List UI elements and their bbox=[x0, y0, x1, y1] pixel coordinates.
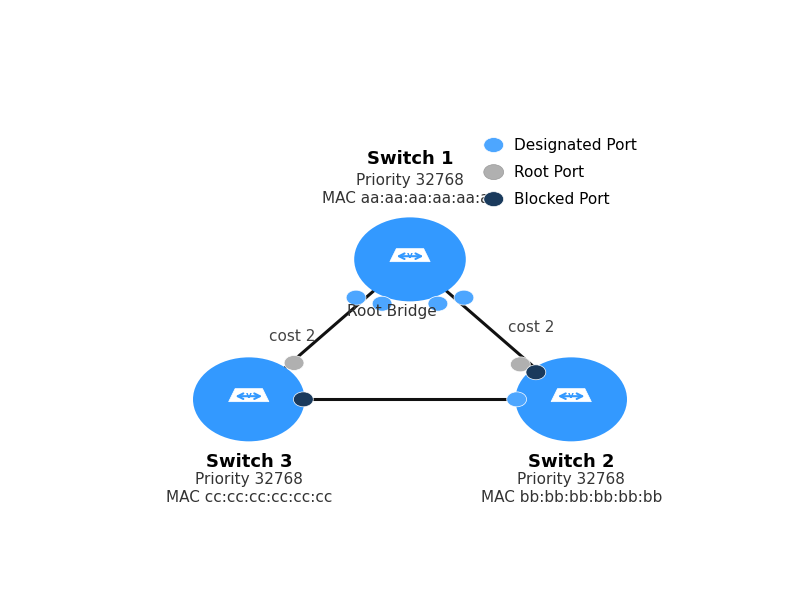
Text: Designated Port: Designated Port bbox=[514, 138, 637, 153]
Circle shape bbox=[454, 290, 474, 305]
Polygon shape bbox=[551, 388, 591, 402]
Circle shape bbox=[484, 191, 504, 207]
Text: Priority 32768: Priority 32768 bbox=[356, 173, 464, 187]
Circle shape bbox=[372, 296, 392, 311]
Circle shape bbox=[506, 392, 526, 407]
Circle shape bbox=[354, 218, 466, 301]
Circle shape bbox=[193, 358, 305, 441]
Circle shape bbox=[510, 357, 530, 372]
Text: cost 2: cost 2 bbox=[508, 319, 554, 335]
Text: Blocked Port: Blocked Port bbox=[514, 191, 609, 207]
Text: Switch 1: Switch 1 bbox=[366, 150, 454, 168]
Text: v: v bbox=[407, 251, 413, 260]
Polygon shape bbox=[229, 388, 269, 402]
Circle shape bbox=[526, 365, 546, 380]
Circle shape bbox=[484, 138, 504, 153]
Circle shape bbox=[284, 356, 304, 370]
Text: Priority 32768: Priority 32768 bbox=[195, 471, 302, 487]
Text: Priority 32768: Priority 32768 bbox=[518, 471, 625, 487]
Text: Root Bridge: Root Bridge bbox=[346, 304, 437, 319]
Polygon shape bbox=[390, 248, 430, 262]
Circle shape bbox=[294, 392, 314, 407]
Text: MAC bb:bb:bb:bb:bb:bb: MAC bb:bb:bb:bb:bb:bb bbox=[481, 490, 662, 505]
Text: MAC cc:cc:cc:cc:cc:cc: MAC cc:cc:cc:cc:cc:cc bbox=[166, 490, 332, 505]
Text: Root Port: Root Port bbox=[514, 165, 584, 179]
Text: MAC aa:aa:aa:aa:aa:aa: MAC aa:aa:aa:aa:aa:aa bbox=[322, 191, 498, 205]
Text: Switch 2: Switch 2 bbox=[528, 453, 614, 471]
Circle shape bbox=[428, 296, 448, 311]
Circle shape bbox=[515, 358, 627, 441]
Text: v: v bbox=[568, 391, 574, 400]
Text: Switch 3: Switch 3 bbox=[206, 453, 292, 471]
Text: v: v bbox=[246, 391, 252, 400]
Circle shape bbox=[346, 290, 366, 305]
Circle shape bbox=[484, 165, 504, 179]
Text: cost 2: cost 2 bbox=[269, 329, 315, 344]
